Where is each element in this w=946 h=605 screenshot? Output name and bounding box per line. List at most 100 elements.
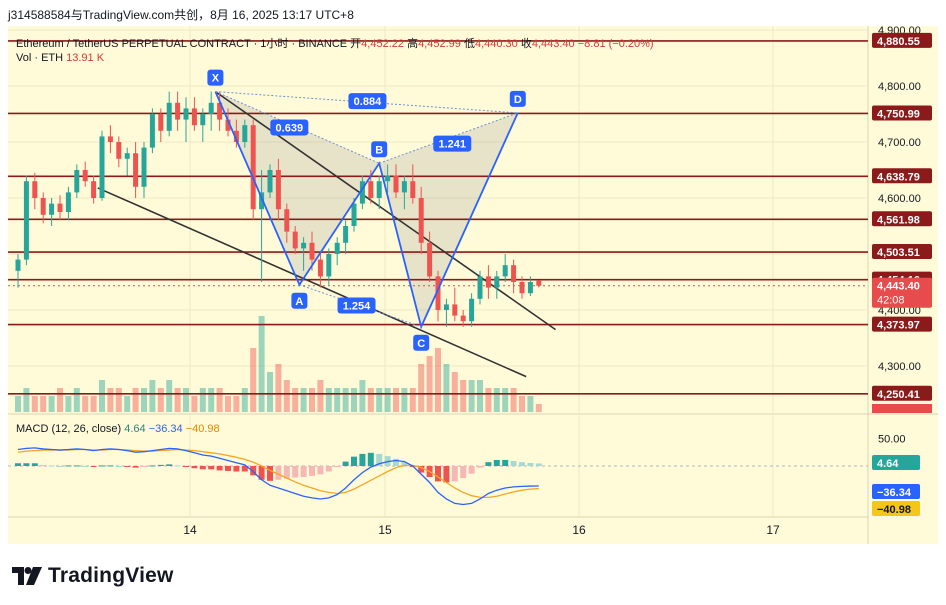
bar-countdown: 42:08	[877, 295, 905, 307]
macd-label[interactable]: MACD (12, 26, close)	[16, 423, 122, 435]
tradingview-brand[interactable]: TradingView	[12, 564, 174, 588]
macd-histogram-bar	[493, 459, 500, 466]
pattern-ratio-badge	[433, 135, 472, 152]
macd-value-label: −36.34	[877, 487, 912, 499]
price-level-label: 4,250.41	[877, 389, 920, 401]
volume-bar	[99, 380, 105, 412]
symbol-name[interactable]: Ethereum / TetherUS PERPETUAL CONTRACT ·…	[16, 38, 348, 50]
pattern-point-badge[interactable]	[291, 292, 308, 309]
price-level-label: 4,373.97	[877, 320, 920, 332]
price-axis: 4,900.004,800.004,700.004,600.004,500.00…	[872, 25, 932, 516]
macd-histogram-value: 4.64	[124, 423, 146, 435]
volume-bar	[241, 388, 248, 412]
open-value: 4,452.22	[361, 38, 404, 50]
candle-body	[91, 181, 97, 198]
candle-body	[99, 136, 105, 198]
volume-bar	[367, 388, 374, 412]
macd-pane	[8, 447, 868, 506]
volume-bar	[15, 396, 21, 412]
candle-body	[317, 259, 323, 277]
macd-histogram-bar	[115, 466, 122, 467]
macd-histogram-bar	[451, 466, 458, 482]
time-tick-label: 17	[766, 523, 780, 537]
trend-line[interactable]	[97, 187, 527, 378]
macd-histogram-bar	[15, 463, 21, 466]
macd-histogram-bar	[435, 466, 441, 482]
candle-body	[208, 102, 214, 114]
macd-histogram-bar	[132, 466, 139, 468]
volume-bar	[199, 388, 206, 412]
candle-body	[116, 142, 122, 159]
candle-body	[368, 181, 374, 198]
macd-value-tag	[872, 455, 920, 470]
macd-histogram-bar	[359, 453, 366, 466]
volume-bar	[426, 356, 433, 412]
candle-body	[469, 298, 475, 322]
harmonic-pattern[interactable]: X A B C D 0.639 0.884 1.241 1.254	[207, 69, 526, 351]
candle-body	[175, 102, 181, 120]
macd-legend: MACD (12, 26, close) 4.64 −36.34 −40.98	[16, 423, 220, 435]
volume-bar	[418, 364, 425, 412]
pattern-point-label: A	[295, 296, 303, 308]
macd-histogram-bar	[309, 466, 315, 476]
candle-body	[351, 203, 357, 226]
volume-bar	[317, 380, 324, 412]
macd-signal-value: −40.98	[185, 423, 220, 435]
price-level-tag	[872, 385, 932, 401]
macd-histogram-bar	[510, 461, 517, 466]
price-level-tag	[872, 244, 932, 260]
macd-histogram-bar	[367, 452, 374, 466]
candle-body	[158, 114, 164, 131]
pattern-point-badge[interactable]	[509, 90, 526, 107]
macd-histogram-bar	[241, 466, 248, 472]
macd-histogram-bar	[502, 459, 509, 466]
price-tick-label: 4,400.00	[878, 305, 921, 317]
candle-body	[527, 282, 533, 294]
volume-bar	[82, 396, 89, 412]
candle-body	[292, 231, 298, 249]
volume-bar	[141, 388, 147, 412]
volume-bar	[115, 388, 122, 412]
volume-bar	[250, 348, 257, 412]
macd-histogram-bar	[468, 466, 475, 474]
volume-bar	[124, 396, 131, 412]
macd-histogram-bar	[334, 466, 341, 468]
pattern-point-badge[interactable]	[413, 334, 430, 351]
symbol-legend: Ethereum / TetherUS PERPETUAL CONTRACT ·…	[16, 35, 654, 51]
volume-bar	[275, 364, 282, 412]
pattern-ratio-badge	[270, 119, 309, 136]
candle-body	[267, 170, 273, 193]
macd-line-value: −36.34	[148, 423, 183, 435]
price-level-tag	[872, 277, 932, 308]
macd-histogram-bar	[535, 463, 542, 466]
close-value: 4,443.40	[531, 38, 575, 50]
volume-bar	[258, 316, 265, 412]
price-level-label: 4,638.79	[877, 171, 920, 183]
pattern-point-badge[interactable]	[371, 141, 388, 158]
volume-bar	[107, 388, 114, 412]
macd-histogram-bar	[65, 465, 72, 467]
candle-body	[149, 114, 155, 148]
pattern-ratio-label: 1.241	[439, 139, 467, 151]
candle-body	[32, 181, 38, 198]
volume-bar	[90, 396, 97, 412]
macd-value-tag	[872, 501, 920, 516]
macd-histogram-bar	[40, 464, 47, 466]
change-value: −8.81 (−0.20%)	[577, 38, 654, 50]
candle-body	[536, 280, 542, 286]
volume-bar	[334, 388, 341, 412]
macd-value-label: −40.98	[877, 504, 911, 516]
macd-histogram-bar	[199, 466, 206, 470]
volume-bar	[23, 388, 30, 412]
pattern-point-badge[interactable]	[207, 69, 224, 86]
volume-legend: Vol · ETH 13.91 K	[16, 52, 104, 64]
macd-histogram-bar	[216, 466, 223, 471]
brand-name: TradingView	[48, 564, 174, 587]
macd-histogram-bar	[233, 466, 240, 472]
price-level-label: 4,503.51	[877, 247, 920, 259]
candle-body	[477, 276, 483, 299]
macd-histogram-bar	[300, 466, 307, 477]
xab-triangle	[215, 91, 380, 285]
volume-label[interactable]: Vol · ETH	[16, 52, 64, 64]
